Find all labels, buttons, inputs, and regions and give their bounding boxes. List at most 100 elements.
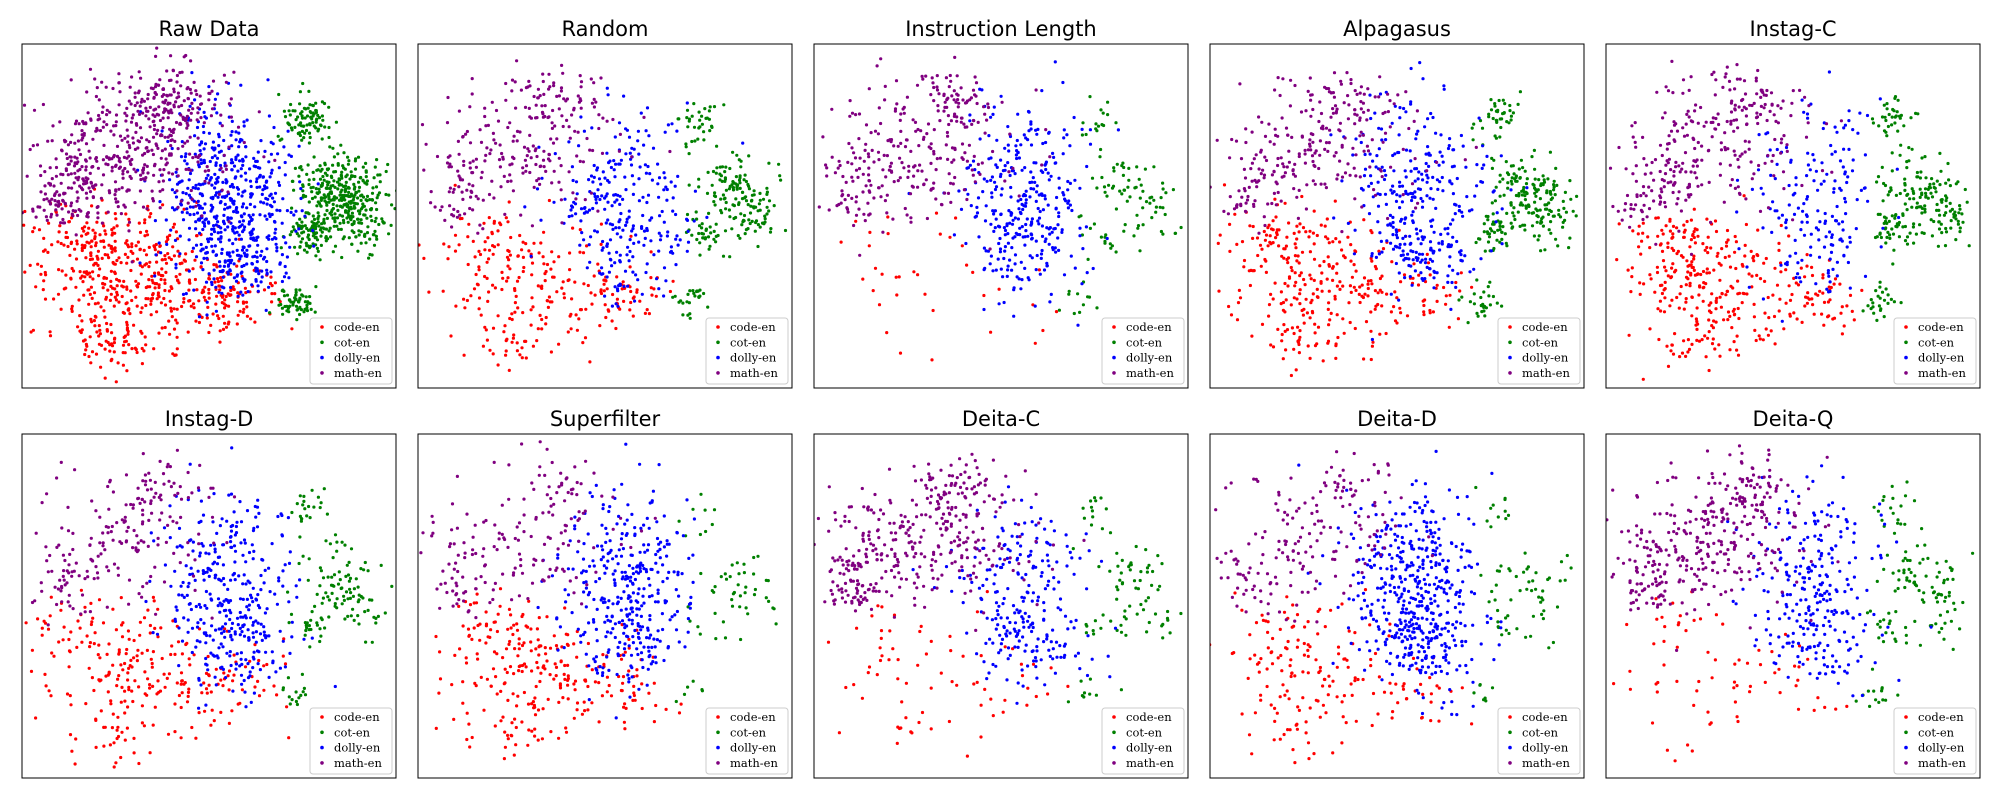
legend-box: [705, 317, 789, 385]
data-point-dolly-en: [256, 269, 260, 273]
data-point-math-en: [165, 93, 169, 97]
data-point-math-en: [156, 146, 160, 150]
data-point-cot-en: [1543, 203, 1547, 207]
data-point-dolly-en: [270, 205, 274, 209]
data-point-cot-en: [707, 211, 711, 215]
data-point-code-en: [227, 320, 231, 324]
data-point-cot-en: [319, 198, 323, 202]
data-point-code-en: [496, 243, 500, 247]
data-point-code-en: [1422, 313, 1426, 317]
data-point-math-en: [546, 157, 551, 161]
data-point-dolly-en: [192, 288, 196, 292]
data-point-dolly-en: [234, 155, 238, 159]
data-point-math-en: [50, 177, 54, 181]
data-point-cot-en: [1492, 230, 1497, 234]
data-point-code-en: [466, 235, 470, 239]
data-point-dolly-en: [183, 159, 187, 163]
data-point-math-en: [194, 89, 198, 93]
data-point-code-en: [1423, 298, 1427, 302]
data-point-dolly-en: [968, 113, 972, 117]
data-point-code-en: [1313, 322, 1317, 326]
data-point-cot-en: [298, 305, 302, 309]
data-point-dolly-en: [218, 264, 222, 268]
data-point-math-en: [861, 190, 865, 194]
data-point-math-en: [455, 215, 459, 219]
data-point-code-en: [93, 261, 97, 266]
data-point-cot-en: [778, 174, 782, 178]
data-point-math-en: [169, 78, 173, 82]
data-point-cot-en: [1114, 207, 1118, 211]
data-point-math-en: [543, 114, 547, 119]
data-point-cot-en: [1105, 194, 1109, 198]
data-point-cot-en: [322, 178, 326, 182]
data-point-code-en: [176, 279, 180, 283]
data-point-math-en: [196, 160, 200, 164]
data-point-dolly-en: [1404, 189, 1408, 193]
data-point-cot-en: [310, 196, 315, 201]
data-point-dolly-en: [1080, 282, 1084, 286]
data-point-code-en: [163, 257, 167, 261]
data-point-math-en: [548, 85, 552, 89]
data-point-math-en: [983, 131, 987, 135]
data-point-dolly-en: [618, 253, 622, 257]
data-point-dolly-en: [240, 205, 244, 209]
data-point-dolly-en: [257, 272, 261, 276]
data-point-cot-en: [752, 206, 756, 210]
data-point-code-en: [1284, 244, 1288, 248]
data-point-math-en: [166, 116, 170, 120]
data-point-cot-en: [340, 188, 344, 192]
data-point-code-en: [221, 327, 226, 331]
data-point-code-en: [1228, 249, 1232, 253]
data-point-math-en: [514, 106, 518, 110]
data-point-math-en: [413, 179, 416, 182]
data-point-code-en: [131, 251, 135, 255]
data-point-dolly-en: [1030, 236, 1034, 240]
data-point-dolly-en: [1006, 161, 1010, 165]
legend-label: dolly-en: [334, 351, 381, 365]
data-point-math-en: [552, 169, 556, 173]
data-point-dolly-en: [201, 124, 205, 129]
data-point-dolly-en: [215, 156, 220, 160]
data-point-code-en: [1319, 223, 1323, 227]
data-point-dolly-en: [1091, 266, 1095, 271]
data-point-dolly-en: [194, 186, 198, 190]
data-point-dolly-en: [599, 182, 603, 186]
data-point-cot-en: [747, 154, 751, 158]
data-point-math-en: [850, 146, 854, 150]
data-point-cot-en: [311, 214, 315, 218]
data-point-math-en: [504, 81, 508, 86]
data-point-code-en: [171, 225, 175, 229]
data-point-code-en: [549, 350, 554, 354]
data-point-dolly-en: [1029, 122, 1033, 126]
data-point-cot-en: [300, 129, 304, 133]
data-point-math-en: [227, 102, 231, 106]
data-point-dolly-en: [199, 249, 203, 253]
data-point-dolly-en: [1424, 161, 1428, 166]
data-point-math-en: [48, 166, 52, 170]
data-point-dolly-en: [685, 217, 689, 221]
data-point-math-en: [1034, 88, 1038, 92]
data-point-dolly-en: [213, 186, 217, 190]
data-point-cot-en: [688, 316, 692, 320]
data-point-dolly-en: [1015, 156, 1019, 161]
data-point-cot-en: [1489, 98, 1493, 102]
data-point-cot-en: [333, 216, 337, 220]
data-point-code-en: [187, 288, 191, 292]
data-point-dolly-en: [613, 285, 617, 289]
data-point-dolly-en: [202, 158, 206, 162]
data-point-code-en: [496, 229, 500, 233]
data-point-dolly-en: [607, 270, 612, 274]
data-point-dolly-en: [277, 183, 282, 187]
data-point-code-en: [93, 235, 97, 239]
data-point-math-en: [130, 116, 134, 120]
data-point-code-en: [139, 310, 143, 314]
data-point-cot-en: [1568, 179, 1572, 183]
data-point-math-en: [105, 123, 109, 127]
data-point-math-en: [511, 139, 515, 143]
data-point-cot-en: [1143, 167, 1147, 171]
data-point-math-en: [114, 197, 118, 201]
data-point-code-en: [60, 269, 64, 273]
data-point-dolly-en: [251, 213, 255, 217]
data-point-code-en: [930, 358, 934, 362]
data-point-math-en: [481, 198, 485, 202]
